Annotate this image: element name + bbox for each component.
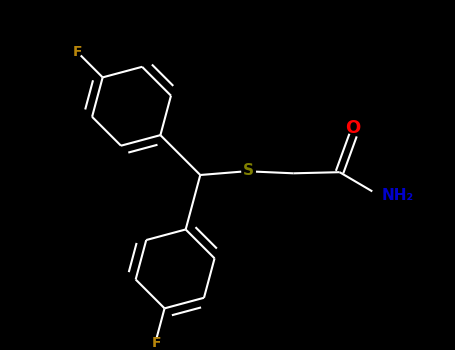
Text: S: S [243, 163, 254, 178]
Text: F: F [152, 336, 161, 350]
Text: O: O [345, 119, 361, 137]
Text: F: F [73, 46, 82, 60]
Text: NH₂: NH₂ [382, 188, 414, 203]
